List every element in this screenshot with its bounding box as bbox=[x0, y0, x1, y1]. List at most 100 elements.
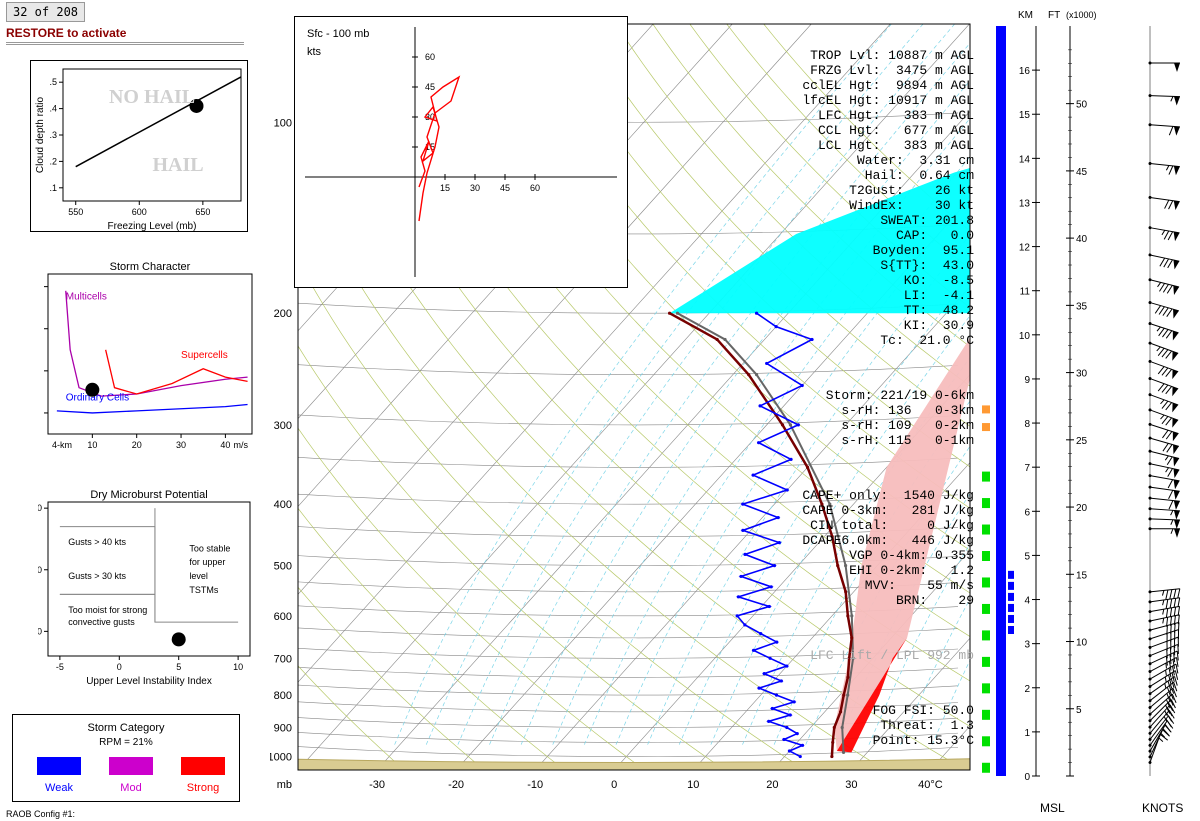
svg-text:40: 40 bbox=[220, 440, 230, 450]
indices-panel: TROP Lvl: 10887 m AGL FRZG Lvl: 3475 m A… bbox=[795, 18, 974, 773]
svg-text:1000: 1000 bbox=[270, 752, 292, 764]
restore-underline bbox=[6, 42, 244, 46]
svg-text:Too moist for strong: Too moist for strong bbox=[68, 605, 147, 615]
svg-text:HAIL: HAIL bbox=[152, 154, 203, 176]
svg-text:60: 60 bbox=[425, 52, 435, 62]
svg-text:300: 300 bbox=[274, 420, 292, 432]
microburst-panel: -5 0 5 10 10 20 30 Gusts > 40 kts Gusts > 30 kts… bbox=[38, 486, 258, 694]
svg-text:Storm Category: Storm Category bbox=[87, 722, 165, 734]
svg-text:30: 30 bbox=[1076, 369, 1088, 380]
svg-text:10: 10 bbox=[38, 626, 42, 636]
svg-text:.3: .3 bbox=[49, 130, 57, 140]
svg-text:Mod: Mod bbox=[120, 782, 141, 794]
svg-text:20: 20 bbox=[766, 779, 778, 791]
svg-text:Gusts > 30 kts: Gusts > 30 kts bbox=[68, 571, 126, 581]
svg-text:4-km: 4-km bbox=[52, 440, 72, 450]
svg-text:0: 0 bbox=[611, 779, 617, 791]
svg-text:600: 600 bbox=[132, 207, 147, 217]
svg-text:-5: -5 bbox=[56, 662, 64, 672]
svg-text:10: 10 bbox=[1019, 331, 1031, 342]
height-wind-panel: 012345678910111213141516KM51015202530354… bbox=[978, 6, 1198, 806]
knots-label: KNOTS bbox=[1142, 801, 1183, 815]
svg-text:600: 600 bbox=[274, 611, 292, 623]
svg-text:0: 0 bbox=[1024, 772, 1030, 783]
svg-text:2: 2 bbox=[1024, 684, 1030, 695]
svg-text:60: 60 bbox=[530, 183, 540, 193]
svg-text:-30: -30 bbox=[369, 779, 385, 791]
svg-text:100: 100 bbox=[274, 117, 292, 129]
svg-text:convective gusts: convective gusts bbox=[68, 617, 135, 627]
svg-text:3: 3 bbox=[1024, 640, 1030, 651]
svg-text:15: 15 bbox=[1076, 570, 1088, 581]
svg-text:50: 50 bbox=[1076, 100, 1088, 111]
svg-text:25: 25 bbox=[1076, 436, 1088, 447]
svg-text:10: 10 bbox=[1076, 638, 1088, 649]
svg-text:45: 45 bbox=[500, 183, 510, 193]
svg-text:30: 30 bbox=[470, 183, 480, 193]
svg-text:700: 700 bbox=[274, 653, 292, 665]
svg-text:Supercells: Supercells bbox=[181, 350, 228, 361]
header: 32 of 208 RESTORE to activate bbox=[6, 2, 244, 46]
svg-text:6: 6 bbox=[1024, 507, 1030, 518]
svg-text:-10: -10 bbox=[527, 779, 543, 791]
svg-text:Gusts > 40 kts: Gusts > 40 kts bbox=[68, 537, 126, 547]
indices-block-3: CAPE+ only: 1540 J/kg CAPE 0-3km: 281 J/… bbox=[795, 488, 974, 608]
msl-label: MSL bbox=[1040, 801, 1065, 815]
svg-text:for upper: for upper bbox=[189, 557, 225, 567]
svg-text:40: 40 bbox=[1076, 234, 1088, 245]
svg-text:1: 1 bbox=[1024, 728, 1030, 739]
svg-text:0: 0 bbox=[117, 662, 122, 672]
svg-text:45: 45 bbox=[1076, 167, 1088, 178]
svg-text:Strong: Strong bbox=[187, 782, 219, 794]
svg-text:20: 20 bbox=[1076, 503, 1088, 514]
page-counter: 32 of 208 bbox=[6, 2, 85, 22]
svg-text:Too stable: Too stable bbox=[189, 543, 230, 553]
svg-text:20: 20 bbox=[132, 440, 142, 450]
svg-text:14: 14 bbox=[1019, 154, 1031, 165]
svg-text:mb: mb bbox=[277, 779, 292, 791]
svg-text:4: 4 bbox=[1024, 596, 1030, 607]
svg-text:10: 10 bbox=[233, 662, 243, 672]
svg-text:level: level bbox=[189, 571, 208, 581]
svg-text:30: 30 bbox=[38, 503, 42, 513]
svg-text:Dry Microburst Potential: Dry Microburst Potential bbox=[90, 489, 207, 501]
svg-text:15: 15 bbox=[440, 183, 450, 193]
fog-block: FOG FSI: 50.0 Threat: 1.3 Point: 15.3°C bbox=[795, 703, 974, 748]
svg-text:650: 650 bbox=[195, 207, 210, 217]
indices-block-2: Storm: 221/19 0-6km s-rH: 136 0-3km s-rH… bbox=[795, 388, 974, 448]
svg-text:8: 8 bbox=[1024, 419, 1030, 430]
svg-text:NO HAIL: NO HAIL bbox=[109, 86, 195, 108]
svg-text:Freezing Level (mb): Freezing Level (mb) bbox=[108, 221, 197, 232]
svg-text:.1: .1 bbox=[49, 183, 57, 193]
svg-text:kts: kts bbox=[307, 46, 322, 58]
lfc-text: LFC Lift / LPL 992 mb bbox=[795, 648, 974, 663]
svg-text:FT: FT bbox=[1048, 10, 1060, 21]
svg-text:TSTMs: TSTMs bbox=[189, 585, 218, 595]
svg-text:Sfc - 100 mb: Sfc - 100 mb bbox=[307, 28, 369, 40]
svg-text:10: 10 bbox=[687, 779, 699, 791]
svg-text:15: 15 bbox=[1019, 110, 1031, 121]
svg-text:500: 500 bbox=[274, 561, 292, 573]
svg-text:.5: .5 bbox=[49, 77, 57, 87]
svg-text:13: 13 bbox=[1019, 198, 1031, 209]
svg-text:5: 5 bbox=[176, 662, 181, 672]
restore-text[interactable]: RESTORE to activate bbox=[6, 26, 244, 40]
svg-text:10: 10 bbox=[87, 440, 97, 450]
svg-text:.2: .2 bbox=[49, 156, 57, 166]
svg-text:5: 5 bbox=[1076, 705, 1082, 716]
svg-text:45: 45 bbox=[425, 82, 435, 92]
svg-text:30: 30 bbox=[176, 440, 186, 450]
svg-text:5: 5 bbox=[1024, 551, 1030, 562]
svg-text:(x1000): (x1000) bbox=[1066, 10, 1097, 20]
svg-text:200: 200 bbox=[274, 308, 292, 320]
svg-text:Multicells: Multicells bbox=[66, 291, 107, 302]
svg-text:9: 9 bbox=[1024, 375, 1030, 386]
svg-text:900: 900 bbox=[274, 723, 292, 735]
storm-category-panel: Storm CategoryRPM = 21%WeakModStrong bbox=[12, 714, 240, 802]
svg-text:16: 16 bbox=[1019, 66, 1031, 77]
svg-text:KM: KM bbox=[1018, 10, 1033, 21]
svg-text:12: 12 bbox=[1019, 243, 1031, 254]
svg-text:20: 20 bbox=[38, 565, 42, 575]
svg-text:550: 550 bbox=[68, 207, 83, 217]
storm-character-panel: 102030401000200030004000MulticellsSuperc… bbox=[42, 258, 258, 466]
